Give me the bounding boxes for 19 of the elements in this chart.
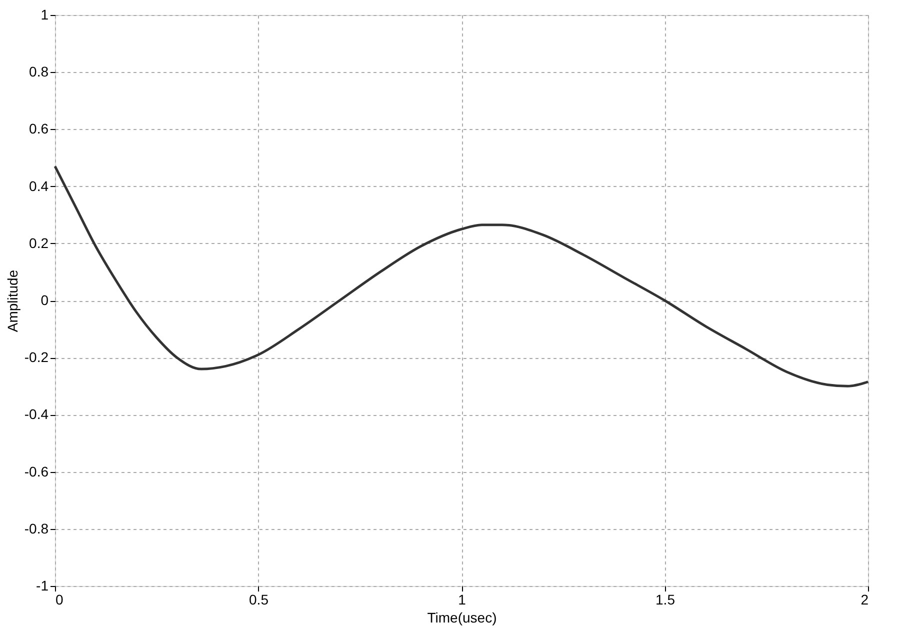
y-tick-label: -0.4 xyxy=(24,406,49,422)
y-tick-label: 1 xyxy=(40,6,49,22)
line-series xyxy=(54,165,870,388)
y-tick-label: -0.6 xyxy=(24,463,49,480)
x-tick-label: 1.5 xyxy=(656,592,676,608)
y-tick-label: 0.6 xyxy=(29,120,49,137)
y-axis-title: Amplitude xyxy=(4,270,20,332)
x-tick-label: 0 xyxy=(56,592,64,608)
y-tick-label: -1 xyxy=(36,578,49,594)
y-tick-label: -0.8 xyxy=(24,520,49,536)
x-tick-label: 2 xyxy=(860,592,869,608)
y-tick-label: 0.8 xyxy=(29,64,49,80)
y-tick-label: -0.2 xyxy=(24,349,49,366)
y-tick-label: 0.4 xyxy=(29,178,49,194)
x-tick-label: 0.5 xyxy=(249,592,269,608)
y-tick-label: 0.2 xyxy=(29,234,49,251)
x-tick-label: 1 xyxy=(458,592,466,608)
x-axis-title: Time(usec) xyxy=(427,610,497,626)
y-tick-label: 0 xyxy=(40,292,49,308)
